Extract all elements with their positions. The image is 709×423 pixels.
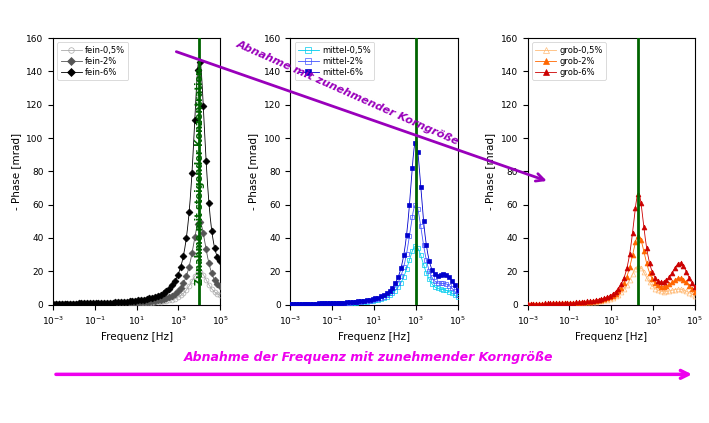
Y-axis label: - Phase [mrad]: - Phase [mrad] [11,133,21,210]
X-axis label: Frequenz [Hz]: Frequenz [Hz] [101,332,173,342]
Legend: mittel-0,5%, mittel-2%, mittel-6%: mittel-0,5%, mittel-2%, mittel-6% [295,42,374,80]
Text: Abnahme der Frequenz mit zunehmender Korngröße: Abnahme der Frequenz mit zunehmender Kor… [184,351,554,364]
Y-axis label: - Phase [mrad]: - Phase [mrad] [248,133,258,210]
Y-axis label: - Phase [mrad]: - Phase [mrad] [485,133,495,210]
Text: Abnahme mit zunehmender Korngröße: Abnahme mit zunehmender Korngröße [235,39,460,147]
Text: Zunahme mit steigender Konzentration: Zunahme mit steigender Konzentration [195,68,205,285]
X-axis label: Frequenz [Hz]: Frequenz [Hz] [575,332,647,342]
Legend: fein-0,5%, fein-2%, fein-6%: fein-0,5%, fein-2%, fein-6% [57,42,128,80]
X-axis label: Frequenz [Hz]: Frequenz [Hz] [338,332,410,342]
Legend: grob-0,5%, grob-2%, grob-6%: grob-0,5%, grob-2%, grob-6% [532,42,606,80]
